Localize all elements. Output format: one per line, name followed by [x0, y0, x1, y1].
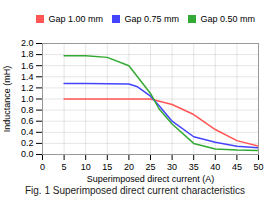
svg-text:45: 45 — [232, 162, 242, 172]
svg-text:20: 20 — [124, 162, 134, 172]
svg-text:1.6: 1.6 — [21, 61, 34, 71]
html-text:Gap 0.50 mm: Gap 0.50 mm — [200, 13, 255, 24]
svg-text:0.8: 0.8 — [21, 105, 34, 115]
svg-text:1.8: 1.8 — [21, 49, 34, 59]
svg-text:0.0: 0.0 — [21, 149, 34, 159]
svg-text:50: 50 — [253, 162, 263, 172]
svg-text:Inductance (mH): Inductance (mH) — [2, 66, 12, 133]
svg-text:2.0: 2.0 — [21, 38, 34, 48]
svg-text:10: 10 — [81, 162, 91, 172]
html-text:Gap 1.00 mm: Gap 1.00 mm — [48, 13, 103, 24]
svg-text:0: 0 — [40, 162, 45, 172]
svg-text:1.4: 1.4 — [21, 72, 34, 82]
html-text:Gap 0.75 mm: Gap 0.75 mm — [124, 13, 179, 24]
svg-text:35: 35 — [189, 162, 199, 172]
svg-text:1.0: 1.0 — [21, 94, 34, 104]
svg-text:0.6: 0.6 — [21, 116, 34, 126]
html-text:Fig. 1 Superimposed direct cur: Fig. 1 Superimposed direct current chara… — [25, 185, 245, 196]
svg-text:15: 15 — [102, 162, 112, 172]
svg-text:0.4: 0.4 — [21, 127, 34, 137]
svg-text:40: 40 — [210, 162, 220, 172]
svg-text:25: 25 — [145, 162, 155, 172]
svg-text:30: 30 — [167, 162, 177, 172]
svg-text:1.2: 1.2 — [21, 83, 34, 93]
svg-text:Superimposed direct current (A: Superimposed direct current (A) — [87, 174, 215, 184]
svg-text:0.2: 0.2 — [21, 138, 34, 148]
svg-text:5: 5 — [62, 162, 67, 172]
